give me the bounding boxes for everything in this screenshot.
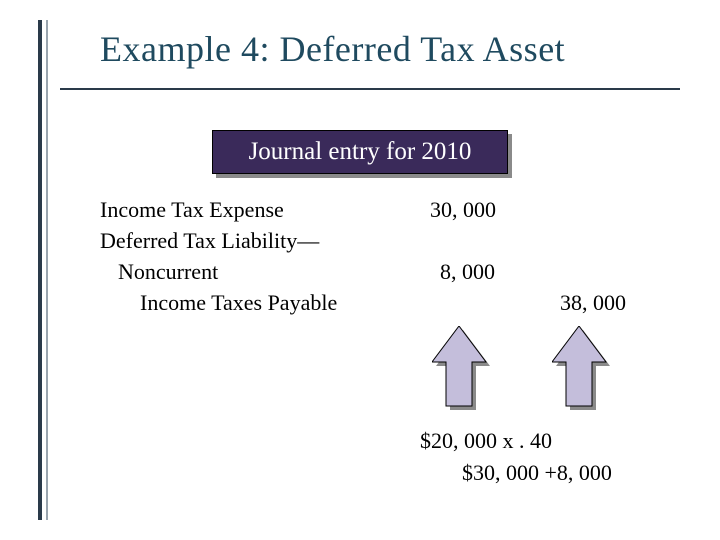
left-accent-light [46, 20, 48, 520]
slide: Example 4: Deferred Tax Asset Journal en… [0, 0, 720, 540]
left-accent-dark [38, 20, 42, 520]
entry-label: Income Tax Expense [100, 197, 284, 222]
entry-label: Income Taxes Payable [100, 290, 337, 315]
calculation-line-2: $30, 000 +8, 000 [462, 460, 612, 486]
up-arrow-icon [552, 326, 606, 410]
entry-label: Deferred Tax Liability— [100, 228, 319, 253]
entry-debit: 8, 000 [440, 257, 495, 288]
entry-label: Noncurrent [100, 259, 218, 284]
entry-row: Income Tax Expense 30, 000 [100, 195, 660, 226]
left-accent-bar [38, 20, 52, 520]
up-arrow-icon [432, 326, 486, 410]
subtitle-box: Journal entry for 2010 [212, 130, 508, 174]
journal-entries: Income Tax Expense 30, 000 Deferred Tax … [100, 195, 660, 319]
title-underline [60, 88, 680, 90]
entry-credit: 38, 000 [560, 288, 626, 319]
calculation-line-1: $20, 000 x . 40 [420, 428, 552, 454]
subtitle-text: Journal entry for 2010 [249, 138, 472, 166]
entry-debit: 30, 000 [430, 195, 496, 226]
entry-row: Noncurrent 8, 000 [100, 257, 660, 288]
entry-row: Deferred Tax Liability— [100, 226, 660, 257]
subtitle-front: Journal entry for 2010 [212, 130, 508, 174]
slide-title: Example 4: Deferred Tax Asset [100, 28, 565, 70]
entry-row: Income Taxes Payable 38, 000 [100, 288, 660, 319]
